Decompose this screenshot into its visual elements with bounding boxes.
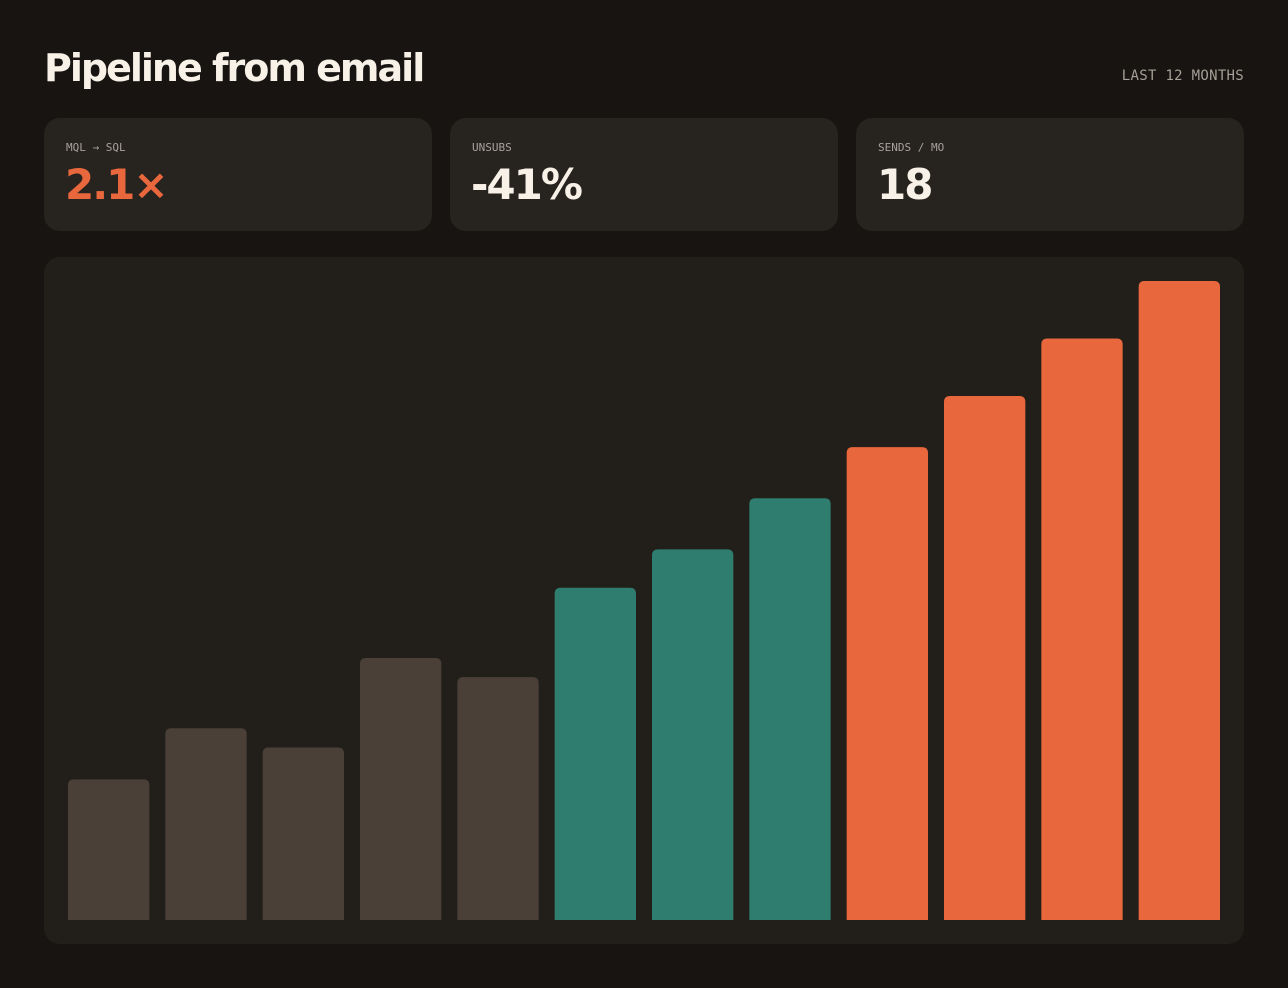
kpi-value: -41%: [471, 160, 583, 209]
chart-panel: [44, 257, 1244, 944]
bar-8: [749, 498, 831, 920]
bar-9: [846, 447, 928, 920]
kpi-label: SENDS / MO: [878, 141, 945, 154]
bar-1: [68, 779, 150, 920]
bar-12: [1138, 281, 1220, 920]
period-label: LAST 12 MONTHS: [1121, 68, 1244, 84]
bar-chart: [68, 281, 1220, 920]
kpi-card-sends: SENDS / MO 18: [856, 118, 1244, 231]
bar-5: [457, 677, 539, 920]
kpi-card-mql-sql: MQL → SQL 2.1×: [44, 118, 432, 231]
bar-3: [262, 747, 344, 920]
bar-10: [944, 396, 1026, 920]
kpi-card-unsubs: UNSUBS -41%: [450, 118, 838, 231]
bar-2: [165, 728, 247, 920]
page-title: Pipeline from email: [44, 46, 425, 90]
kpi-label: UNSUBS: [472, 141, 512, 154]
kpi-value: 2.1×: [65, 160, 169, 209]
bar-11: [1041, 338, 1123, 920]
bar-6: [554, 587, 636, 920]
kpi-value: 18: [877, 160, 933, 209]
bar-7: [652, 549, 734, 920]
bar-4: [360, 658, 442, 920]
kpi-label: MQL → SQL: [66, 141, 126, 154]
